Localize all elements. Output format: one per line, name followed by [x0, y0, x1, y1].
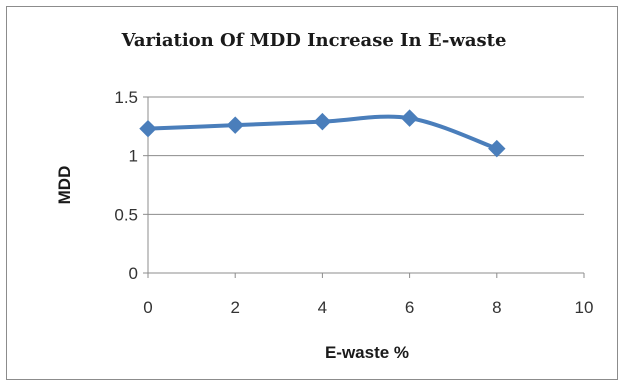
y-axis-label: MDD	[55, 166, 74, 205]
y-tick-labels: 0 0.5 1 1.5	[114, 88, 138, 283]
data-point-marker	[139, 119, 157, 138]
x-tick-label: 10	[575, 298, 594, 317]
x-axis-label: E-waste %	[325, 343, 409, 362]
y-tick-label: 1.5	[114, 88, 138, 107]
chart-title: Variation Of MDD Increase In E-waste	[121, 30, 507, 51]
data-point-marker	[488, 139, 506, 158]
axes	[143, 96, 585, 278]
x-tick-label: 2	[230, 298, 239, 317]
x-tick-label: 0	[143, 298, 152, 317]
chart-frame	[6, 6, 618, 380]
data-point-marker	[313, 112, 332, 131]
x-tick-label: 6	[405, 298, 414, 317]
gridlines	[148, 96, 584, 215]
y-tick-label: 0	[129, 264, 138, 283]
x-tick-labels: 0 2 4 6 8 10	[143, 298, 593, 317]
x-tick-label: 8	[492, 298, 501, 317]
y-tick-label: 1	[129, 147, 138, 166]
data-point-marker	[400, 109, 419, 127]
data-point-marker	[226, 116, 244, 134]
y-tick-label: 0.5	[114, 205, 138, 224]
series-group	[139, 109, 506, 158]
x-tick-label: 4	[318, 298, 327, 317]
